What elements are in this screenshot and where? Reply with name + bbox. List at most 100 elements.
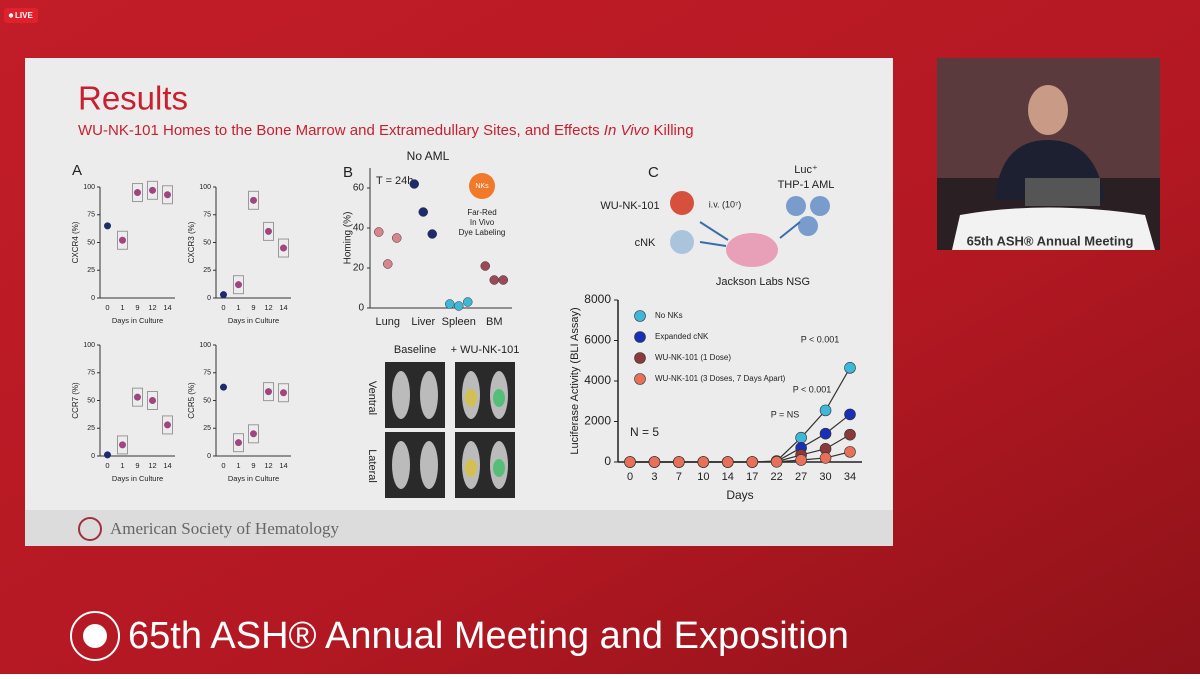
cell <box>810 196 830 216</box>
dot <box>480 261 490 271</box>
dot <box>250 196 257 204</box>
x-tick-label: 0 <box>627 471 633 483</box>
dot <box>250 430 257 438</box>
point <box>795 431 807 444</box>
y-tick-label: 100 <box>199 184 211 191</box>
y-tick-label: 50 <box>87 239 95 246</box>
y-tick-label: 60 <box>353 183 365 194</box>
box <box>278 238 289 258</box>
x-tick-label: 9 <box>251 303 255 312</box>
legend-label: No NKs <box>655 311 683 320</box>
ash-logo <box>78 517 102 541</box>
point <box>721 456 734 468</box>
y-axis-title: Luciferase Activity (BLI Assay) <box>569 307 581 454</box>
dot <box>104 222 111 230</box>
cell <box>786 196 806 216</box>
dot <box>220 383 227 391</box>
x-tick-label: 14 <box>163 461 171 470</box>
row-label: Ventral <box>366 381 378 415</box>
x-tick-label: 27 <box>795 471 807 483</box>
box <box>117 230 128 250</box>
series-line <box>630 451 851 463</box>
box <box>278 383 289 403</box>
x-axis-title: Days in Culture <box>112 316 163 325</box>
live-text: LIVE <box>15 11 33 20</box>
dot <box>445 299 455 309</box>
box <box>263 382 274 402</box>
signal <box>493 459 505 477</box>
note: T = 24h <box>376 175 413 187</box>
x-tick-label: 0 <box>221 303 225 312</box>
badge-caption: Far-Red <box>467 208 496 217</box>
signal <box>493 389 505 407</box>
x-tick-label: 34 <box>844 471 856 483</box>
point <box>819 404 832 417</box>
cell <box>670 230 694 254</box>
subtitle-part: Killing <box>649 122 693 139</box>
y-tick-label: 25 <box>87 425 95 432</box>
x-tick-label: 12 <box>148 461 156 470</box>
x-tick-label: 22 <box>771 471 783 483</box>
box <box>233 275 244 295</box>
x-tick-label: 14 <box>279 461 287 470</box>
y-tick-label: 50 <box>203 397 211 404</box>
y-axis-title: CCR5 (%) <box>187 382 196 419</box>
y-axis-title: Homing (%) <box>343 212 354 265</box>
banner-logo <box>70 611 120 661</box>
live-badge[interactable] <box>4 8 38 23</box>
y-tick-label: 0 <box>358 303 364 314</box>
legend-label: WU-NK-101 (3 Doses, 7 Days Apart) <box>655 374 786 383</box>
y-tick-label: 25 <box>203 425 211 432</box>
dot <box>235 281 242 289</box>
y-tick-label: 0 <box>207 453 211 460</box>
x-tick-label: 0 <box>221 461 225 470</box>
dot <box>265 227 272 235</box>
y-tick-label: 75 <box>87 370 95 377</box>
slide-footer <box>25 510 893 546</box>
mouse-silhouette <box>392 441 410 489</box>
y-tick-label: 25 <box>87 267 95 274</box>
box <box>147 391 158 410</box>
box <box>147 180 158 200</box>
y-tick-label: 100 <box>199 342 211 349</box>
y-tick-label: 20 <box>353 263 365 274</box>
y-axis-title: CXCR3 (%) <box>187 221 196 263</box>
box <box>132 183 143 203</box>
legend-marker <box>634 373 646 385</box>
point <box>648 456 661 468</box>
dot <box>119 441 126 449</box>
point <box>624 456 636 468</box>
x-axis-title: Days <box>726 488 753 502</box>
point <box>844 428 856 441</box>
mouse-silhouette <box>420 371 438 419</box>
x-tick-label: 12 <box>148 303 156 312</box>
signal <box>465 389 477 407</box>
box <box>248 190 259 210</box>
footer-text: American Society of Hematology <box>110 519 339 538</box>
cell <box>670 191 694 215</box>
speaker-head <box>1028 85 1068 135</box>
row-label: Lateral <box>366 449 378 483</box>
dot <box>134 189 141 197</box>
x-tick-label: 0 <box>105 461 109 470</box>
point <box>844 446 856 458</box>
dot <box>149 397 156 404</box>
x-tick-label: 14 <box>279 303 287 312</box>
x-axis-title: Days in Culture <box>228 474 279 483</box>
point <box>770 455 783 468</box>
x-tick-label: 0 <box>105 303 109 312</box>
diagram-label: i.v. (10⁷) <box>709 199 742 209</box>
y-tick-label: 8000 <box>584 292 611 306</box>
y-tick-label: 100 <box>83 342 95 349</box>
legend-marker <box>634 310 646 322</box>
slide-title: Results <box>78 80 188 117</box>
y-axis-title: CXCR4 (%) <box>71 221 80 263</box>
x-tick-label: BM <box>486 316 503 328</box>
dot <box>463 297 473 307</box>
column-label: + WU-NK-101 <box>451 344 520 356</box>
dot <box>383 259 393 269</box>
dot <box>164 421 171 429</box>
y-tick-label: 50 <box>203 239 211 246</box>
cell <box>798 216 818 236</box>
